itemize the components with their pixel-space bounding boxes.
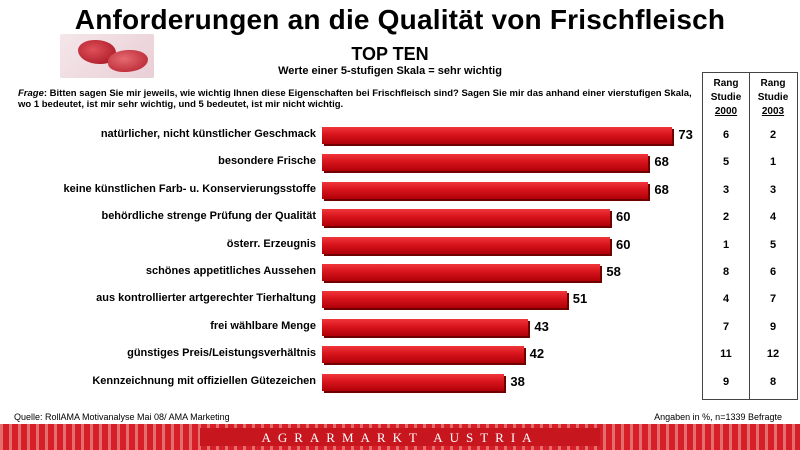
rank-2000-value: 6 [722,129,730,141]
brand-band: AGRARMARKT AUSTRIA [0,424,800,450]
rank-2000-value: 4 [722,293,730,306]
rank-2003-value: 12 [766,348,780,361]
brand-name: AGRARMARKT AUSTRIA [261,430,539,445]
data-label: 43 [534,318,549,334]
bar [322,209,610,227]
category-label: Kennzeichnung mit offiziellen Gütezeiche… [92,374,316,387]
data-label: 58 [606,264,621,279]
source-note: Quelle: RollAMA Motivanalyse Mai 08/ AMA… [14,412,230,422]
category-label: günstiges Preis/Leistungsverhältnis [127,347,316,360]
rank-2000-value: 5 [722,156,730,169]
category-label: schönes appetitliches Aussehen [145,265,316,277]
rank-2003-value: 5 [769,238,777,251]
rank-header-year: 2000 [714,106,738,117]
question-body: : Bitten sagen Sie mir jeweils, wie wich… [18,88,692,110]
data-label: 42 [529,346,545,362]
question-text: Frage: Bitten sagen Sie mir jeweils, wie… [18,88,698,110]
data-label: 68 [654,181,669,197]
question-label: Frage [18,88,44,99]
category-label: natürlicher, nicht künstlicher Geschmack [100,128,316,140]
page-title: Anforderungen an die Qualität von Frisch… [74,4,726,35]
sample-note: Angaben in %, n=1339 Befragte [654,412,782,422]
bar [322,373,505,391]
data-label: 60 [616,209,631,225]
data-label: 73 [678,127,693,142]
bar [322,346,524,364]
rank-header-line: Studie [757,92,789,103]
category-label: besondere Frische [218,155,316,168]
bar [322,291,567,309]
rank-2003-value: 8 [769,375,777,388]
meat-piece [108,50,148,72]
rank-header-2000: Rang Studie 2000 [703,77,749,119]
chart-subtitle: TOP TEN [351,44,429,64]
rank-header-year: 2003 [761,106,785,117]
category-label: österr. Erzeugnis [226,237,316,250]
rank-2003-value: 9 [769,320,777,333]
rank-2000-value: 1 [722,238,730,251]
rank-2000-value: 3 [722,183,730,196]
category-label: frei wählbare Menge [210,319,316,332]
category-label: behördliche strenge Prüfung der Qualität [101,210,316,223]
brand-band-center [200,428,600,446]
category-label: aus kontrollierter artgerechter Tierhalt… [96,292,316,305]
data-label: 60 [616,236,631,252]
bar [322,236,610,254]
rank-header-line: Rang [760,78,786,89]
rank-2000-value: 11 [720,348,732,361]
rank-2003-value: 6 [769,266,777,278]
rank-2000-value: 2 [722,211,730,224]
rank-header-line: Rang [713,78,739,89]
rank-2003-value: 4 [769,211,777,224]
rank-2003-value: 3 [769,183,777,196]
rank-column-divider [749,73,750,399]
bar [322,318,529,336]
rank-2000-value: 7 [722,320,730,333]
rank-header-line: Studie [710,92,742,103]
scale-note: Werte einer 5-stufigen Skala = sehr wich… [278,65,502,77]
data-label: 38 [510,373,525,389]
bar [322,181,649,199]
rank-2003-value: 7 [769,293,777,306]
bar [322,154,649,172]
bar [322,127,673,144]
rank-header-2003: Rang Studie 2003 [750,77,796,119]
rank-2003-value: 2 [769,129,777,141]
rank-table: Rang Studie 2000 Rang Studie 2003 6 2 5 1 3 3… [702,72,798,400]
data-label: 68 [654,154,669,170]
rank-2003-value: 1 [769,156,777,169]
bar [322,264,601,281]
data-label: 51 [572,291,588,307]
rank-2000-value: 8 [722,266,730,278]
rank-2000-value: 9 [722,375,730,388]
category-label: keine künstlichen Farb- u. Konservierung… [63,182,316,195]
meat-photo [60,34,154,78]
